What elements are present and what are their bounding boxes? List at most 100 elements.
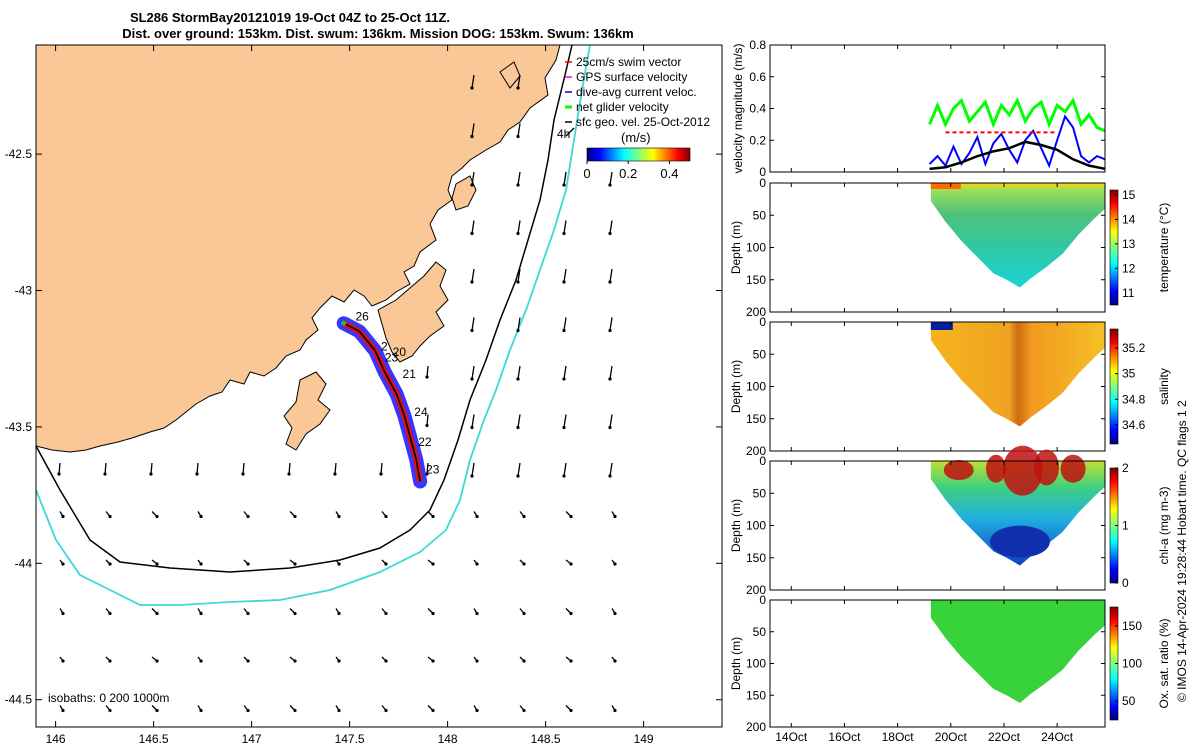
panel-y-tick-label: 50: [753, 625, 767, 639]
legend-entry: net glider velocity: [576, 100, 669, 114]
velocity-vector-head: [613, 611, 617, 616]
velocity-vector-head: [337, 611, 341, 616]
velocity-vector-head: [608, 280, 612, 284]
map-lat-tick-label: -44: [15, 556, 33, 570]
velocity-vector-head: [516, 134, 520, 139]
panel-colorbar-tick: 15: [1122, 188, 1136, 202]
velocity-vector: [426, 414, 429, 426]
velocity-series-line: [929, 140, 1106, 171]
velocity-vector-head: [246, 708, 250, 713]
velocity-vector-head: [287, 472, 291, 476]
panel-y-tick-label: 0: [759, 176, 766, 190]
velocity-vector-head: [608, 328, 612, 333]
velocity-vector-head: [246, 611, 250, 616]
velocity-vector-head: [470, 183, 474, 187]
isobath-1000m: [36, 45, 591, 606]
velocity-vector-head: [108, 611, 112, 616]
velocity-vector: [426, 365, 429, 378]
panel-y-label: velocity magnitude (m/s): [731, 43, 745, 173]
velocity-vector-head: [337, 562, 341, 566]
velocity-vector-head: [61, 514, 65, 519]
velocity-vector-head: [522, 708, 526, 713]
velocity-vector-head: [475, 708, 479, 713]
velocity-vector: [563, 171, 567, 186]
time-tick-label: 22Oct: [988, 730, 1021, 744]
speed-colorbar-title: (m/s): [621, 130, 651, 145]
velocity-vector-head: [569, 562, 573, 566]
velocity-vector: [517, 317, 521, 331]
panel-3: 0 50 100 150 200 Depth (m) 34.6 34.8 35 35.2 salin…: [729, 315, 1171, 458]
chl-deep-low: [989, 525, 1050, 558]
velocity-vector-head: [333, 472, 337, 476]
chl-maximum: [1060, 454, 1086, 483]
chl-maximum: [943, 460, 974, 481]
velocity-vector: [471, 317, 475, 331]
velocity-vector: [471, 220, 475, 234]
velocity-vector-head: [562, 377, 566, 381]
velocity-vector-head: [337, 708, 341, 713]
velocity-vector-head: [425, 375, 429, 379]
panel-5: 0 50 100 150 200 Depth (m) 50 100 150 Ox. sat. ra…: [729, 593, 1171, 734]
panel-colorbar-tick: 2: [1122, 461, 1129, 475]
panel-colorbar-label: chl-a (mg m-3): [1157, 486, 1171, 564]
velocity-vector-head: [516, 183, 520, 187]
panel-y-tick-label: 200: [746, 444, 766, 458]
velocity-vector-head: [246, 514, 250, 519]
velocity-vector-head: [425, 472, 429, 476]
velocity-vector-head: [470, 474, 474, 478]
velocity-vector: [563, 268, 567, 283]
panel-colorbar-tick: 14: [1122, 212, 1136, 226]
track-line: [343, 322, 421, 482]
map-lon-tick-label: 146.5: [139, 732, 169, 746]
panel-colorbar-tick: 12: [1122, 261, 1136, 275]
panel-y-label: Depth (m): [729, 637, 743, 690]
speed-colorbar-tick: 0: [583, 166, 590, 181]
velocity-vector-head: [470, 134, 474, 139]
velocity-vector: [609, 414, 613, 428]
panel-colorbar-tick: 13: [1122, 237, 1136, 251]
time-tick-label: 18Oct: [882, 730, 915, 744]
velocity-vector-head: [613, 708, 617, 713]
velocity-vector-head: [470, 280, 474, 284]
velocity-vector-head: [293, 611, 297, 616]
chl-maximum: [1002, 445, 1043, 496]
panel-y-tick-label: 150: [746, 273, 766, 287]
credit-text: © IMOS 14-Apr-2024 19:28:44 Hobart time.…: [1175, 400, 1189, 702]
velocity-vector: [288, 462, 291, 475]
velocity-vector-head: [562, 231, 566, 236]
velocity-vector-head: [149, 472, 153, 476]
time-series-panels: 0 0.2 0.4 0.6 0.8 velocity magnitude (m/s) 0 50…: [729, 38, 1171, 744]
legend-entry: GPS surface velocity: [576, 70, 687, 84]
velocity-series-line: [928, 97, 1106, 133]
glider-track: [336, 316, 428, 489]
panel-colorbar-tick: 35.2: [1122, 341, 1146, 355]
panel-y-tick-label: 100: [746, 241, 766, 255]
velocity-vector: [58, 462, 61, 475]
panel-y-label: Depth (m): [729, 221, 743, 274]
velocity-vector-head: [61, 659, 65, 663]
velocity-vector-head: [475, 562, 479, 566]
velocity-vector-head: [155, 708, 159, 713]
velocity-vector: [609, 268, 613, 283]
panel-colorbar-tick: 34.6: [1122, 418, 1146, 432]
velocity-vector: [517, 414, 521, 428]
velocity-vector-head: [516, 377, 520, 381]
velocity-vector-head: [475, 611, 479, 616]
map-lat-tick-label: -43: [15, 284, 33, 298]
isobath-200m: [36, 45, 573, 573]
velocity-vector-head: [155, 659, 159, 663]
velocity-vector: [609, 365, 613, 380]
chl-maximum: [1034, 449, 1060, 486]
velocity-vector: [471, 74, 475, 89]
panel-y-tick-label: 50: [753, 347, 767, 361]
panel-y-tick-label: 100: [746, 657, 766, 671]
velocity-vector: [471, 462, 475, 477]
velocity-vector-head: [470, 425, 474, 430]
velocity-vector: [563, 317, 567, 331]
velocity-vector-head: [431, 514, 435, 519]
velocity-vector-head: [431, 659, 435, 663]
velocity-vector-head: [155, 514, 159, 519]
time-tick-label: 20Oct: [935, 730, 968, 744]
